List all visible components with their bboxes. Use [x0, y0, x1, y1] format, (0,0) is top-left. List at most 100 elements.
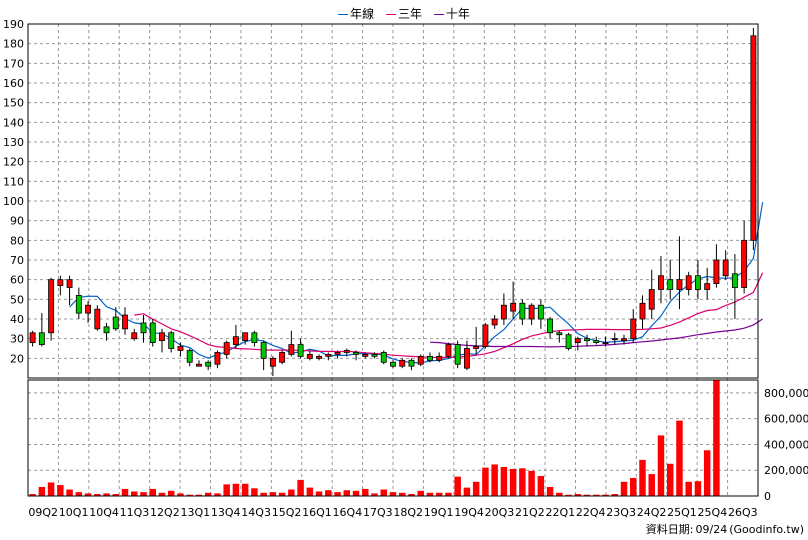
x-tick-label: 19Q1 — [424, 506, 454, 519]
volume-bar — [167, 490, 175, 496]
volume-bar — [204, 492, 212, 496]
candle-body — [177, 346, 184, 351]
candle-body — [38, 332, 45, 345]
candlestick — [288, 330, 295, 357]
x-tick-label: 26Q3 — [728, 506, 758, 519]
candle-body — [390, 361, 396, 367]
volume-bar — [565, 494, 572, 496]
volume-bar — [214, 493, 221, 496]
volume-bar — [278, 492, 286, 496]
volume-bar — [297, 479, 304, 496]
volume-bar — [75, 492, 83, 496]
candle-body — [29, 332, 36, 343]
candlestick — [269, 356, 276, 377]
candlestick — [186, 348, 193, 367]
x-tick-label: 09Q2 — [28, 506, 58, 519]
candle-body — [436, 355, 443, 361]
volume-tick-label: 800,000 — [764, 387, 808, 400]
legend-swatch-three-year — [385, 14, 396, 15]
volume-bar — [352, 490, 360, 496]
price-tick-label: 40 — [10, 313, 24, 326]
candlestick — [704, 267, 711, 300]
candlestick — [251, 330, 258, 347]
candlestick — [528, 303, 535, 325]
candle-body — [85, 304, 92, 314]
volume-bar — [537, 476, 545, 496]
volume-bar — [84, 493, 92, 496]
x-tick-label: 20Q3 — [485, 506, 515, 519]
candle-body — [491, 318, 498, 326]
volume-bar — [676, 420, 683, 496]
volume-bar — [472, 481, 480, 496]
candlestick — [399, 358, 406, 369]
volume-bar — [685, 481, 692, 496]
candlestick — [731, 254, 738, 319]
volume-bar — [703, 450, 711, 496]
volume-bar — [288, 489, 295, 496]
candle-body — [500, 304, 507, 320]
candle-body — [519, 302, 526, 320]
volume-bar — [306, 487, 314, 496]
axes: 20 30 40 50 60 70 80 90 100 110 120 130 140 150 160 170… — [3, 18, 808, 519]
price-tick-label: 160 — [3, 77, 24, 90]
candlestick — [380, 350, 387, 365]
price-tick-label: 90 — [10, 215, 24, 228]
candle-body — [251, 332, 258, 343]
volume-bar — [112, 494, 120, 496]
candle-body — [316, 355, 323, 359]
volume-bar — [546, 486, 554, 496]
candlestick — [694, 260, 701, 300]
volume-bar — [315, 491, 323, 496]
candlestick — [537, 299, 544, 329]
volume-bar — [149, 488, 156, 496]
candlestick — [66, 275, 73, 306]
volume-bar — [399, 492, 406, 496]
candlestick — [427, 352, 433, 363]
candlestick — [122, 307, 128, 335]
candlestick — [621, 334, 627, 345]
volume-bar — [657, 435, 665, 496]
candlestick — [85, 301, 92, 323]
volume-tick-label: 400,000 — [764, 438, 808, 451]
candle-body — [214, 352, 221, 365]
candlestick — [94, 305, 101, 331]
candle-body — [408, 359, 415, 367]
x-tick-label: 12Q2 — [150, 506, 180, 519]
candle-body — [57, 279, 64, 286]
volume-bars — [29, 380, 720, 496]
candlestick — [454, 340, 461, 369]
legend-swatch-ten-year — [433, 14, 444, 15]
candle-body — [325, 353, 332, 357]
volume-bar — [556, 492, 563, 496]
volume-bar — [519, 468, 526, 496]
volume-tick-label: 200,000 — [764, 464, 808, 477]
candle-body — [232, 336, 239, 345]
chart-legend: 年線 三年 十年 — [0, 5, 808, 22]
candlestick — [676, 236, 683, 310]
candlestick — [362, 352, 369, 359]
candle-body — [417, 355, 424, 365]
candlestick — [214, 350, 221, 369]
grid-lines — [28, 23, 758, 496]
candle-body — [722, 259, 729, 277]
candle-body — [260, 342, 267, 359]
candle-body — [427, 355, 433, 361]
x-tick-label: 19Q4 — [454, 506, 484, 519]
candlestick — [48, 277, 55, 341]
volume-bar — [602, 494, 609, 496]
candlestick — [639, 295, 646, 329]
candlestick — [353, 350, 359, 361]
x-tick-label: 24Q2 — [637, 506, 667, 519]
candle-body — [122, 314, 128, 330]
candlestick — [722, 250, 729, 280]
candlestick — [741, 220, 748, 294]
candlestick — [196, 360, 202, 367]
volume-bar — [103, 493, 110, 496]
candle-body — [528, 304, 535, 320]
candlestick — [177, 342, 184, 357]
x-tick-label: 25Q4 — [698, 506, 728, 519]
volume-bar — [251, 488, 258, 496]
candle-body — [297, 344, 304, 357]
volume-bar — [186, 494, 193, 496]
price-tick-label: 130 — [3, 136, 24, 149]
